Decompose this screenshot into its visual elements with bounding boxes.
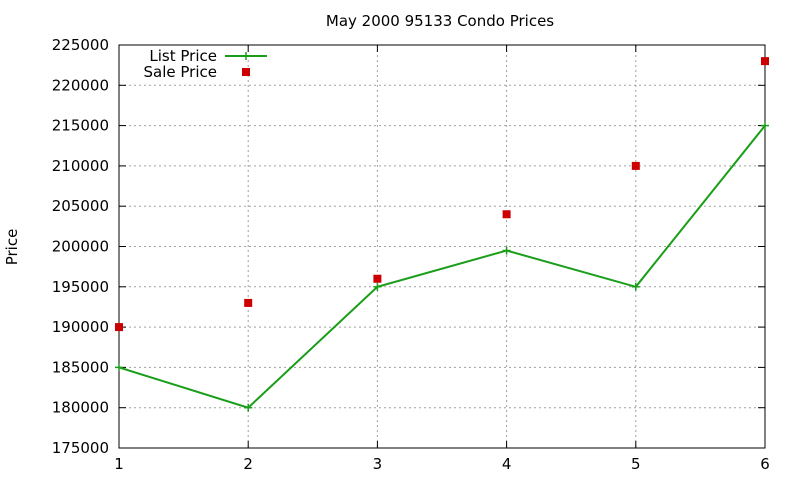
list-price-point xyxy=(244,403,253,412)
grid-lines xyxy=(119,45,765,448)
sale-price-point xyxy=(115,323,123,332)
y-tick-label: 220000 xyxy=(52,76,109,94)
list-price-point xyxy=(761,121,769,130)
legend-label: List Price xyxy=(149,47,217,65)
list-price-point xyxy=(373,282,382,291)
y-tick-label: 210000 xyxy=(52,157,109,175)
sale-price-point xyxy=(502,210,511,219)
x-tick-labels: 1 2 3 4 5 6 xyxy=(114,455,770,473)
y-tick-labels: 175000 180000 185000 190000 195000 200000 2050… xyxy=(52,36,109,457)
y-tick-label: 225000 xyxy=(52,36,109,54)
x-tick-label: 5 xyxy=(631,455,641,473)
legend-label: Sale Price xyxy=(144,63,217,81)
y-tick-label: 185000 xyxy=(52,358,109,376)
chart-title: May 2000 95133 Condo Prices xyxy=(326,12,554,30)
x-tick-label: 2 xyxy=(243,455,253,473)
sale-price-point xyxy=(631,161,640,170)
legend-square-marker xyxy=(242,68,250,76)
x-tick-label: 1 xyxy=(114,455,124,473)
sale-price-point xyxy=(244,298,253,307)
y-tick-label: 190000 xyxy=(52,318,109,336)
sale-price-point xyxy=(373,274,382,283)
x-tick-label: 3 xyxy=(373,455,383,473)
y-tick-label: 200000 xyxy=(52,238,109,256)
x-tick-label: 6 xyxy=(760,455,770,473)
series-list-price xyxy=(115,121,769,412)
y-axis-label: Price xyxy=(3,229,21,266)
y-tick-label: 175000 xyxy=(52,439,109,457)
list-price-point xyxy=(502,246,511,255)
series-sale-price xyxy=(115,57,769,332)
legend-item: List Price xyxy=(149,47,267,65)
y-tick-label: 205000 xyxy=(52,197,109,215)
sale-price-point xyxy=(761,57,769,66)
axis-ticks xyxy=(118,44,766,449)
list-price-point xyxy=(115,363,123,372)
y-tick-label: 180000 xyxy=(52,399,109,417)
legend-plus-marker xyxy=(242,52,250,60)
y-tick-label: 215000 xyxy=(52,117,109,135)
legend-item: Sale Price xyxy=(144,63,250,81)
list-price-line xyxy=(118,124,766,409)
series-layer xyxy=(115,57,769,412)
y-tick-label: 195000 xyxy=(52,278,109,296)
x-tick-label: 4 xyxy=(502,455,512,473)
list-price-point xyxy=(631,282,640,291)
